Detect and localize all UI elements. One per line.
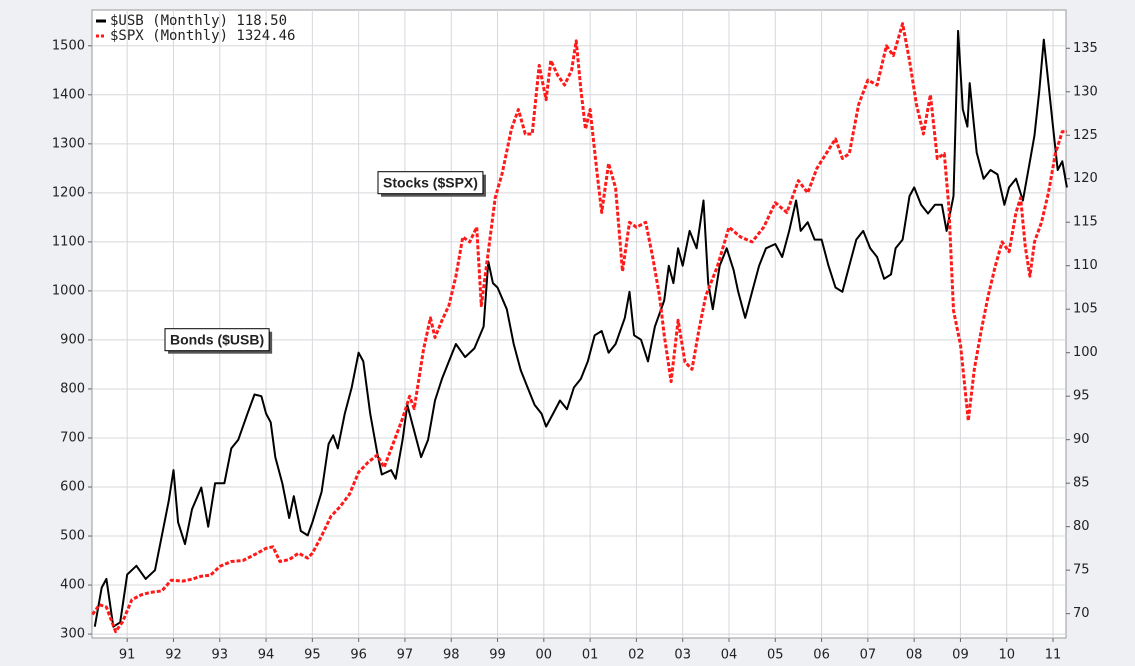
x-tick-label: 07 — [860, 648, 877, 663]
x-tick-label: 93 — [211, 648, 228, 663]
series-line — [91, 22, 1067, 634]
y-tick-label: 300 — [60, 627, 85, 642]
x-tick-label: 04 — [721, 648, 738, 663]
x-tick-label: 05 — [767, 648, 784, 663]
y2-tick-label: 90 — [1073, 432, 1090, 447]
x-tick-label: 10 — [998, 648, 1015, 663]
x-tick-label: 06 — [813, 648, 830, 663]
x-tick-label: 98 — [443, 648, 460, 663]
x-tick-label: 92 — [165, 648, 182, 663]
annotation-text: Stocks ($SPX) — [383, 175, 478, 191]
x-tick-label: 03 — [674, 648, 691, 663]
y-tick-label: 1100 — [52, 234, 85, 249]
y2-tick-label: 125 — [1073, 128, 1098, 143]
annotation-text: Bonds ($USB) — [170, 332, 264, 348]
y-tick-label: 500 — [60, 529, 85, 544]
annotation-box — [377, 171, 484, 195]
y2-tick-label: 95 — [1073, 389, 1090, 404]
y-tick-label: 1500 — [52, 38, 85, 53]
y-tick-label: 400 — [60, 578, 85, 593]
y-tick-label: 800 — [60, 381, 85, 396]
y2-tick-label: 105 — [1073, 302, 1098, 317]
y2-tick-label: 110 — [1073, 258, 1098, 273]
plot-area — [91, 9, 1067, 639]
y-tick-label: 600 — [60, 480, 85, 495]
annotation-box — [164, 328, 270, 352]
y-tick-label: 1200 — [52, 185, 85, 200]
legend-label: $USB (Monthly) 118.50 — [110, 13, 287, 29]
y2-tick-label: 85 — [1073, 476, 1090, 491]
x-tick-label: 94 — [258, 648, 275, 663]
x-tick-label: 11 — [1045, 648, 1062, 663]
x-tick-label: 96 — [350, 648, 367, 663]
y2-tick-label: 135 — [1073, 41, 1098, 56]
x-tick-label: 01 — [582, 648, 599, 663]
y-tick-label: 900 — [60, 332, 85, 347]
series-line — [93, 29, 1068, 628]
x-tick-label: 00 — [536, 648, 553, 663]
y2-tick-label: 75 — [1073, 563, 1090, 578]
x-tick-label: 08 — [906, 648, 923, 663]
y-tick-label: 1300 — [52, 136, 85, 151]
x-tick-label: 99 — [489, 648, 506, 663]
annotation: Bonds ($USB) — [164, 328, 273, 354]
annotation: Stocks ($SPX) — [377, 171, 486, 197]
x-tick-label: 97 — [397, 648, 414, 663]
y2-tick-label: 100 — [1073, 345, 1098, 360]
x-tick-label: 09 — [952, 648, 969, 663]
y2-tick-label: 120 — [1073, 171, 1098, 186]
y-tick-label: 1000 — [52, 283, 85, 298]
y2-tick-label: 115 — [1073, 215, 1098, 230]
y2-tick-label: 130 — [1073, 84, 1098, 99]
x-tick-label: 95 — [304, 648, 321, 663]
y-tick-label: 1400 — [52, 87, 85, 102]
x-tick-label: 91 — [119, 648, 136, 663]
x-tick-label: 02 — [628, 648, 645, 663]
y-tick-label: 700 — [60, 430, 85, 445]
y2-tick-label: 80 — [1073, 519, 1090, 534]
y2-tick-label: 70 — [1073, 606, 1090, 621]
legend-label: $SPX (Monthly) 1324.46 — [110, 28, 295, 44]
